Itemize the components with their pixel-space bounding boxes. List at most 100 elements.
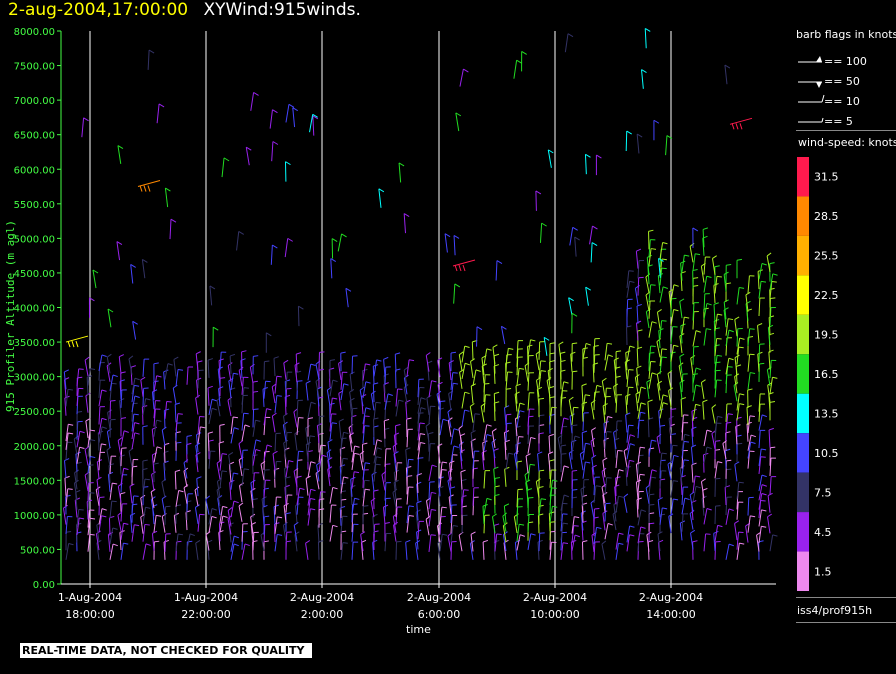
y-tick-label: 2500.00 (14, 407, 55, 418)
wind-barb (250, 479, 256, 500)
wind-barb (659, 286, 668, 303)
wind-barb (218, 386, 224, 407)
wind-barb (120, 522, 129, 540)
wind-barb (625, 130, 632, 152)
colorbar-swatch (797, 354, 809, 394)
wind-barb (714, 505, 721, 525)
y-tick-label: 2000.00 (14, 442, 55, 453)
wind-barb (724, 64, 731, 85)
wind-barb (505, 347, 514, 366)
wind-barb (98, 379, 106, 398)
wind-barb (571, 370, 578, 390)
wind-barb (163, 369, 169, 390)
wind-barb (595, 154, 602, 176)
wind-barb (142, 478, 150, 497)
wind-barb (173, 356, 179, 377)
wind-barb (514, 391, 520, 412)
wind-barb (425, 422, 431, 443)
wind-barb (230, 472, 239, 490)
wind-barb (207, 358, 214, 378)
wind-barb (161, 426, 167, 447)
wind-barb (495, 260, 503, 281)
wind-barb (130, 263, 136, 284)
wind-barb (351, 513, 358, 533)
wind-barb (241, 387, 249, 405)
y-tick-label: 4500.00 (14, 269, 55, 280)
wind-barb (305, 441, 311, 462)
wind-barb (703, 429, 712, 447)
wind-barb (538, 360, 546, 379)
wind-barb (153, 400, 161, 419)
wind-barb (670, 284, 679, 301)
wind-barb (65, 531, 72, 551)
wind-barb (265, 332, 272, 353)
wind-barb (769, 446, 776, 466)
wind-barb (560, 465, 569, 482)
wind-barb (491, 428, 497, 448)
wind-barb (161, 478, 167, 498)
wind-barb (207, 385, 213, 406)
wind-barb (736, 287, 745, 305)
wind-barb (703, 328, 712, 346)
wind-barb (747, 496, 754, 516)
wind-barb (76, 411, 83, 431)
wind-barb (87, 482, 94, 501)
wind-barb (307, 363, 316, 381)
wind-barb (450, 445, 459, 463)
wind-barb (449, 486, 456, 507)
wind-barb (514, 539, 521, 560)
wind-barb (758, 509, 767, 527)
wind-barb (305, 380, 311, 401)
wind-barb (714, 313, 723, 331)
wind-barb (692, 253, 701, 271)
wind-barb (571, 489, 578, 509)
wind-barb (98, 508, 107, 525)
wind-barb (426, 395, 432, 415)
wind-barb (681, 433, 690, 451)
wind-barb (659, 320, 667, 339)
wind-barb (208, 508, 217, 525)
wind-barb (702, 399, 708, 420)
colorbar-label: 7.5 (814, 486, 832, 499)
wind-barb (164, 363, 173, 380)
wind-barb (117, 437, 123, 457)
wind-barb (263, 444, 272, 461)
wind-barb (713, 302, 719, 323)
wind-barb (65, 432, 74, 450)
wind-barb (436, 522, 442, 543)
wind-barb (172, 384, 178, 405)
wind-barb (758, 448, 767, 466)
wind-barb (219, 470, 227, 489)
wind-barb (230, 427, 239, 444)
wind-barb (725, 366, 733, 385)
wind-barb (516, 340, 524, 359)
wind-barb (648, 476, 657, 495)
wind-barb (65, 388, 74, 407)
wind-barb (250, 92, 259, 111)
wind-barb (153, 375, 162, 393)
wind-barb (636, 346, 643, 367)
wind-barb (241, 412, 249, 431)
wind-barb (766, 252, 772, 273)
wind-barb (98, 417, 107, 435)
wind-barb (76, 509, 84, 527)
colorbar-swatch (797, 472, 809, 513)
wind-barb (725, 468, 732, 488)
wind-barb (571, 424, 578, 444)
wind-barb (373, 417, 379, 438)
wind-barb (681, 254, 690, 272)
wind-barb (626, 369, 634, 388)
wind-barb (516, 367, 525, 386)
colorbar-swatch (797, 512, 809, 552)
wind-barb (714, 524, 723, 542)
barb-legend-label: == 5 (824, 115, 853, 128)
wind-barb (403, 366, 409, 387)
wind-barb (263, 479, 271, 498)
wind-barb (571, 342, 578, 362)
wind-barb (252, 380, 258, 401)
wind-barb (714, 440, 721, 460)
wind-barb (173, 512, 180, 533)
wind-barb (548, 433, 554, 454)
wind-barb (241, 376, 249, 395)
wind-barb (345, 287, 352, 308)
